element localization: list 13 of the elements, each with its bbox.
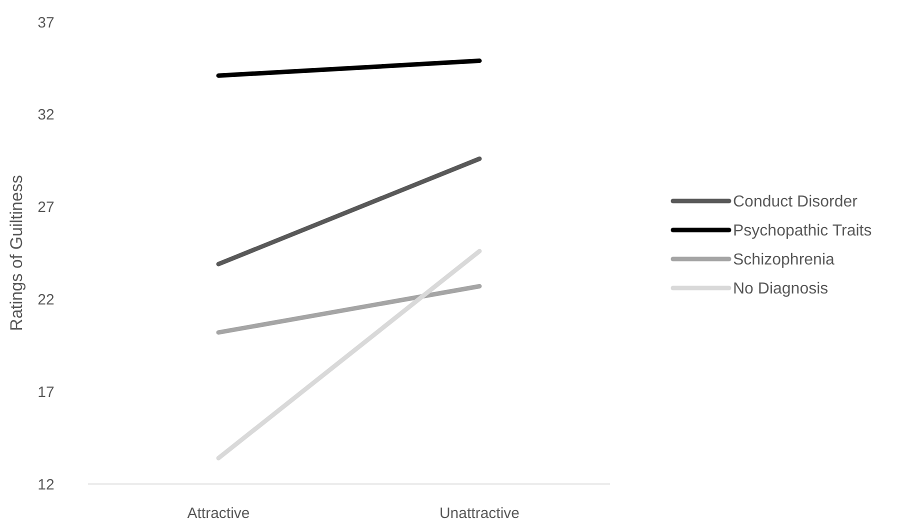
y-tick-label: 37 xyxy=(38,14,54,32)
legend-label: No Diagnosis xyxy=(733,280,828,298)
legend-label: Conduct Disorder xyxy=(733,194,858,211)
y-axis-title: Ratings of Guiltiness xyxy=(7,175,26,331)
legend-label: Schizophrenia xyxy=(733,252,834,269)
x-tick-label: Attractive xyxy=(187,505,250,522)
y-tick-label: 22 xyxy=(38,291,54,308)
legend-label: Psychopathic Traits xyxy=(733,222,872,240)
y-tick-label: 17 xyxy=(38,384,54,401)
x-tick-label: Unattractive xyxy=(439,505,520,522)
y-tick-label: 32 xyxy=(38,106,54,124)
y-tick-label: 27 xyxy=(38,199,54,216)
y-tick-label: 12 xyxy=(38,476,54,494)
